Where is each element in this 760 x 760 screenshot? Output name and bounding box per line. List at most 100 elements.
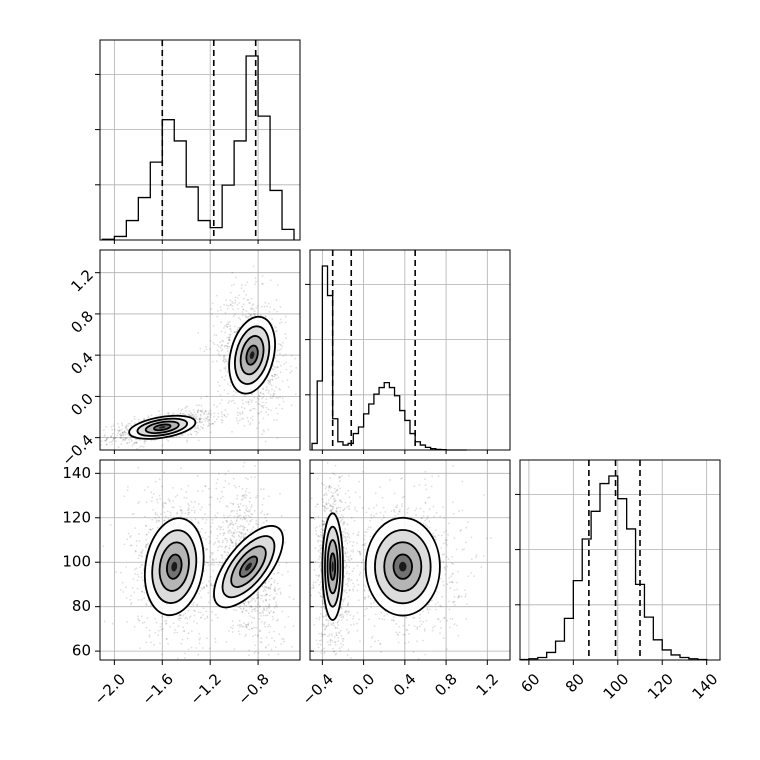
scatter-point [146, 533, 148, 536]
scatter-point [186, 440, 188, 443]
scatter-point [331, 495, 334, 497]
scatter-point [126, 621, 128, 623]
scatter-point [247, 623, 250, 626]
scatter-point [253, 652, 256, 654]
scatter-point [140, 563, 143, 566]
scatter-point [227, 470, 230, 472]
scatter-point [178, 614, 181, 617]
scatter-point [311, 587, 313, 590]
scatter-point [318, 639, 321, 642]
scatter-point [325, 503, 328, 506]
scatter-point [261, 585, 264, 588]
scatter-point [241, 611, 244, 613]
scatter-point [279, 352, 281, 355]
scatter-point [264, 589, 267, 592]
scatter-point [273, 365, 276, 368]
scatter-point [278, 349, 281, 351]
scatter-point [443, 531, 445, 534]
scatter-point [322, 633, 325, 636]
scatter-point [312, 586, 315, 588]
scatter-point [109, 441, 111, 444]
scatter-point [222, 521, 224, 524]
scatter-point [329, 644, 332, 646]
scatter-point [242, 608, 245, 611]
scatter-point [323, 633, 326, 635]
scatter-point [449, 618, 452, 620]
scatter-point [238, 326, 241, 329]
scatter-point [207, 601, 210, 604]
scatter-point [312, 587, 315, 589]
scatter-point [250, 506, 253, 509]
scatter-point [277, 572, 279, 574]
scatter-point [348, 589, 351, 592]
scatter-point [226, 551, 229, 553]
scatter-point [228, 546, 231, 549]
scatter-point [320, 586, 323, 588]
scatter-point [204, 618, 207, 620]
scatter-point [398, 510, 400, 513]
scatter-point [433, 515, 435, 518]
scatter-point [126, 538, 129, 541]
scatter-point [214, 420, 216, 423]
scatter-point [139, 647, 141, 650]
scatter-point [244, 497, 247, 499]
scatter-point [248, 520, 251, 522]
scatter-point [216, 498, 219, 500]
scatter-point [265, 599, 267, 602]
scatter-point [254, 283, 256, 286]
scatter-point [242, 533, 245, 535]
scatter-point [272, 611, 275, 614]
scatter-point [340, 519, 343, 522]
scatter-point [243, 518, 246, 521]
scatter-point [197, 427, 200, 430]
scatter-point [272, 611, 275, 614]
scatter-point [257, 596, 259, 598]
scatter-point [262, 612, 264, 614]
scatter-point [211, 422, 214, 425]
scatter-point [380, 650, 382, 653]
contour-line [128, 414, 197, 440]
scatter-point [319, 556, 321, 559]
scatter-point [329, 504, 332, 506]
scatter-point [228, 339, 231, 342]
scatter-point [269, 625, 272, 628]
scatter-point [313, 623, 316, 626]
scatter-point [141, 445, 144, 448]
scatter-point [179, 505, 182, 508]
scatter-point [111, 622, 114, 625]
scatter-point [338, 614, 341, 617]
scatter-point [193, 509, 196, 512]
scatter-point [237, 414, 240, 417]
scatter-point [154, 632, 157, 634]
scatter-point [183, 657, 186, 659]
scatter-point [348, 572, 351, 575]
scatter-point [339, 510, 342, 513]
scatter-point [441, 553, 444, 556]
scatter-point [190, 413, 193, 415]
scatter-point [225, 505, 228, 507]
scatter-point [121, 432, 124, 434]
scatter-point [320, 588, 322, 591]
scatter-point [120, 432, 122, 435]
scatter-point [246, 416, 249, 419]
scatter-point [347, 601, 350, 604]
scatter-point [164, 515, 167, 518]
scatter-point [292, 598, 295, 601]
scatter-point [225, 344, 228, 347]
scatter-point [200, 417, 203, 420]
scatter-point [252, 313, 255, 315]
scatter-point [179, 412, 182, 415]
scatter-point [216, 535, 219, 537]
scatter-point [166, 510, 169, 513]
scatter-point [254, 650, 257, 653]
scatter-point [200, 410, 203, 412]
scatter-point [207, 411, 210, 414]
scatter-point [339, 506, 342, 509]
scatter-point [264, 316, 267, 318]
scatter-point [405, 628, 408, 631]
scatter-point [209, 540, 211, 543]
scatter-point [248, 649, 251, 652]
scatter-point [103, 435, 106, 437]
scatter-point [223, 550, 226, 553]
scatter-point [146, 617, 149, 619]
